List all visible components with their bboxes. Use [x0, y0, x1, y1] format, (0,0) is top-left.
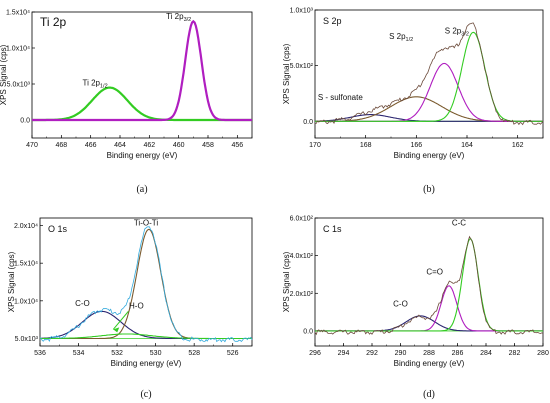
panel-title: S 2p — [323, 16, 342, 26]
fit-component-h-o — [40, 333, 252, 340]
x-tick-label: 462 — [143, 142, 155, 149]
fit-component-ti-2p3-2 — [32, 19, 252, 122]
x-tick-label: 168 — [360, 142, 372, 149]
y-tick-label: 1.0x10⁴ — [14, 298, 38, 305]
x-axis-label: Binding energy (eV) — [111, 359, 182, 368]
fit-component-c-c — [315, 238, 543, 332]
x-tick-label: 162 — [512, 142, 524, 149]
panel-title: O 1s — [48, 224, 68, 234]
panel-title: Ti 2p — [40, 15, 67, 29]
peak-annotation: S - sulfonate — [318, 93, 363, 102]
y-tick-label: 4.0x10² — [290, 253, 314, 260]
x-tick-label: 284 — [480, 350, 492, 357]
x-tick-label: 286 — [452, 350, 464, 357]
annotation-arrow — [112, 311, 129, 330]
y-tick-label: 5.0x10³ — [7, 82, 31, 89]
raw-spectrum — [39, 226, 253, 343]
plot-frame — [314, 217, 544, 347]
peak-annotation: C=O — [426, 267, 443, 276]
x-axis-label: Binding energy (eV) — [394, 359, 465, 368]
y-tick-label: 1.0x10³ — [290, 8, 314, 15]
peak-annotation: S 2p3/2 — [445, 26, 469, 37]
x-tick-label: 458 — [202, 142, 214, 149]
y-tick-label: 0.0 — [303, 119, 313, 126]
panel-title: C 1s — [323, 224, 342, 234]
x-axis-label: Binding energy (eV) — [107, 151, 178, 160]
x-tick-label: 294 — [338, 350, 350, 357]
x-axis-label: Binding energy (eV) — [394, 151, 465, 160]
peak-annotation: C-O — [393, 299, 408, 308]
x-tick-label: 288 — [423, 350, 435, 357]
x-tick-label: 460 — [173, 142, 185, 149]
fit-component-c-o — [315, 285, 543, 332]
x-tick-label: 528 — [188, 350, 200, 357]
x-tick-label: 456 — [231, 142, 243, 149]
panel-caption: (d) — [423, 389, 435, 400]
x-tick-label: 170 — [309, 142, 321, 149]
peak-annotation: Ti-O-Ti — [134, 219, 159, 228]
peak-annotation: C-O — [75, 299, 90, 308]
raw-spectrum — [314, 235, 544, 336]
x-tick-label: 290 — [395, 350, 407, 357]
panel-caption: (b) — [423, 184, 435, 195]
xps-panel-1: 470 468 466 464 462 460 458 456 0.0 5.0x10³ 1.0x10… — [0, 10, 253, 195]
fit-component-ti-o-ti — [40, 228, 252, 340]
y-tick-label: 1.0x10⁴ — [6, 46, 30, 53]
y-tick-label: 5.0x10² — [290, 63, 314, 70]
peak-annotation: H-O — [129, 301, 144, 310]
x-tick-label: 166 — [410, 142, 422, 149]
y-axis-label: XPS Signal (cps) — [7, 251, 16, 312]
y-tick-label: 2.0x10² — [290, 291, 314, 298]
y-tick-label: 2.0x10⁴ — [14, 223, 38, 230]
x-tick-label: 468 — [55, 142, 67, 149]
y-axis-label: XPS Signal (cps) — [282, 43, 291, 104]
panel-caption: (a) — [136, 184, 147, 195]
fit-component-ti-2p1-2 — [32, 86, 252, 122]
peak-annotation: Ti 2p3/2 — [166, 12, 191, 23]
xps-panel-4: 296 294 292 290 288 286 284 282 280 0.0 2.0x10² 4.0… — [282, 216, 549, 401]
y-tick-label: 6.0x10² — [290, 216, 314, 223]
panel-caption: (c) — [140, 389, 151, 400]
fit-component-c-o — [40, 310, 252, 340]
peak-annotation: S 2p1/2 — [389, 32, 413, 43]
peak-annotation: Ti 2p1/2 — [82, 78, 107, 89]
xps-panel-2: 170 168 166 164 162 0.0 5.0x10² 1.0x10³ Binding … — [282, 8, 544, 195]
y-tick-label: 0.0 — [303, 328, 313, 335]
x-tick-label: 280 — [537, 350, 549, 357]
x-tick-label: 534 — [73, 350, 85, 357]
x-tick-label: 536 — [34, 350, 46, 357]
xps-panel-3: 536 534 532 530 528 526 5.0x10³ 1.0x10⁴ 1.5x10⁴ 2… — [7, 217, 253, 400]
y-tick-label: 1.5x10⁴ — [14, 261, 38, 268]
fit-component-s-2p3-2 — [315, 31, 543, 122]
x-tick-label: 466 — [85, 142, 97, 149]
x-tick-label: 530 — [150, 350, 162, 357]
annotation-arrowhead — [113, 327, 120, 333]
x-tick-label: 532 — [111, 350, 123, 357]
plot-frame — [314, 9, 544, 139]
plot-frame — [31, 11, 253, 139]
x-tick-label: 470 — [26, 142, 38, 149]
y-axis-label: XPS Signal (cps) — [0, 44, 8, 105]
x-tick-label: 164 — [461, 142, 473, 149]
x-tick-label: 292 — [366, 350, 378, 357]
y-tick-label: 0.0 — [20, 118, 30, 125]
x-tick-label: 464 — [114, 142, 126, 149]
raw-spectrum — [315, 22, 544, 126]
x-tick-label: 296 — [309, 350, 321, 357]
x-tick-label: 526 — [227, 350, 239, 357]
y-tick-label: 1.5x10⁴ — [6, 10, 30, 17]
plot-frame — [39, 217, 253, 347]
peak-annotation: C-C — [452, 219, 466, 228]
x-tick-label: 282 — [509, 350, 521, 357]
y-tick-label: 5.0x10³ — [15, 336, 39, 343]
y-axis-label: XPS Signal (cps) — [282, 251, 291, 312]
